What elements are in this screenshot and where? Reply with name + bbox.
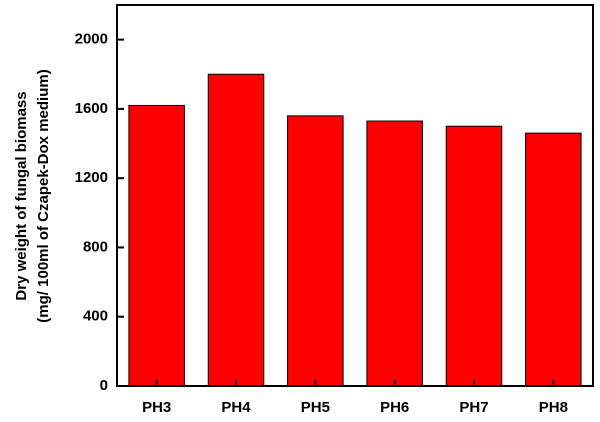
bar	[366, 120, 423, 387]
x-tick-label: PH4	[221, 399, 251, 416]
y-tick-label: 800	[83, 238, 108, 255]
y-tick-label: 400	[83, 308, 108, 325]
y-tick-label: 2000	[75, 31, 108, 48]
y-axis-label: Dry weight of fungal biomass	[13, 91, 30, 300]
x-tick-label: PH6	[380, 399, 409, 416]
bar	[128, 104, 185, 387]
plot-frame	[116, 4, 594, 387]
bar	[287, 115, 344, 387]
x-tick-label: PH7	[459, 399, 488, 416]
bar	[445, 125, 503, 387]
x-tick-label: PH3	[142, 399, 171, 416]
y-tick-label: 0	[100, 377, 108, 394]
y-tick-label: 1600	[75, 100, 108, 117]
x-tick-label: PH8	[539, 399, 568, 416]
y-tick-label: 1200	[75, 169, 108, 186]
bar	[207, 73, 265, 387]
x-tick-label: PH5	[301, 399, 330, 416]
y-axis-label: (mg/ 100ml of Czapek-Dox medium)	[35, 69, 52, 322]
bar	[525, 132, 582, 387]
